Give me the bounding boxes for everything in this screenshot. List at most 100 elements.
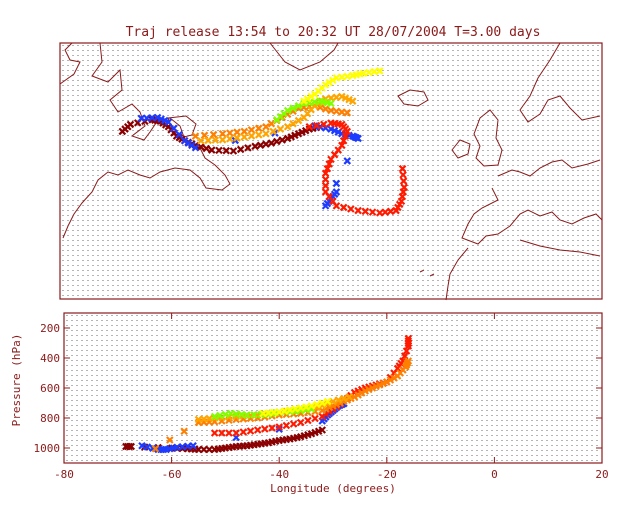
map-point [254, 124, 263, 133]
pressure-point [282, 421, 291, 430]
map-point [310, 98, 319, 106]
pressure-point [239, 428, 248, 436]
pressure-point [268, 424, 276, 432]
map-point [278, 136, 286, 144]
x-tick-label: 0 [491, 468, 498, 481]
map-point [269, 127, 277, 136]
map-point [215, 146, 223, 155]
pressure-point [357, 389, 366, 397]
map-point [262, 123, 270, 131]
map-point [197, 143, 205, 151]
map-point [339, 203, 348, 212]
map-point [354, 206, 362, 215]
map-point [262, 140, 270, 148]
map-point [400, 183, 408, 192]
pressure-point [216, 411, 224, 420]
map-point [305, 123, 314, 131]
map-point [283, 106, 292, 115]
pressure-point [138, 441, 146, 450]
map-point [338, 108, 346, 116]
map-point [294, 102, 303, 110]
pressure-point [313, 400, 321, 409]
map-point [289, 119, 297, 128]
pressure-frame [63, 312, 603, 464]
y-tick-label: 800 [40, 412, 60, 425]
y-tick-label: 1000 [34, 442, 61, 455]
map-point [262, 129, 270, 138]
coastline-north-america [59, 42, 231, 239]
map-point [321, 105, 330, 113]
map-series-2 [305, 119, 408, 217]
map-point [170, 124, 178, 133]
map-point [343, 127, 352, 136]
pressure-point [402, 347, 411, 355]
map-point [343, 157, 352, 165]
map-point [256, 141, 265, 150]
pressure-point [291, 405, 300, 413]
y-tick-label: 600 [40, 382, 60, 395]
map-point [164, 118, 173, 126]
map-point [361, 207, 370, 216]
map-trajectories [118, 67, 408, 217]
map-point [321, 169, 330, 178]
map-point [327, 155, 335, 164]
map-point [209, 130, 218, 139]
map-point [276, 125, 285, 133]
pressure-point [289, 420, 298, 428]
pressure-series [122, 334, 413, 454]
pressure-point [232, 429, 240, 437]
pressure-point [286, 406, 294, 414]
pressure-point [383, 378, 391, 386]
map-series-6 [300, 67, 384, 105]
map-point [283, 123, 292, 131]
map-point [332, 202, 341, 210]
x-axis-ticks: -80 -60 -40 -20 0 20 [54, 313, 609, 481]
map-point [399, 177, 408, 185]
x-axis-label: Longitude (degrees) [270, 482, 396, 495]
map-point [244, 144, 252, 152]
map-point [305, 98, 314, 107]
pressure-point [180, 427, 188, 436]
pressure-point [261, 425, 269, 433]
pressure-point [291, 407, 300, 416]
map-point [332, 188, 341, 196]
pressure-point [143, 443, 152, 451]
pressure-point [166, 436, 174, 444]
map-point [354, 134, 362, 143]
map-point [233, 128, 241, 136]
map-point [240, 127, 249, 136]
map-point [236, 145, 245, 154]
pressure-point [296, 404, 305, 412]
map-point [325, 160, 333, 168]
pressure-point [253, 426, 262, 434]
map-point [332, 107, 341, 116]
map-point [365, 68, 373, 77]
pressure-point [210, 412, 219, 421]
map-point [247, 132, 256, 140]
pressure-point [354, 391, 362, 399]
y-tick-label: 200 [40, 322, 60, 335]
map-point [191, 143, 200, 152]
map-point [381, 208, 389, 216]
map-point [332, 93, 341, 102]
map-point [226, 135, 234, 143]
map-point [376, 67, 384, 75]
pressure-point [323, 397, 332, 406]
map-dot-grid [62, 45, 599, 296]
coastline-iceland [397, 89, 429, 107]
x-tick-label: -80 [54, 468, 74, 481]
pressure-point [311, 414, 319, 423]
map-point [399, 171, 407, 179]
pressure-point [296, 418, 305, 427]
map-point [343, 72, 352, 81]
map-point [398, 164, 407, 173]
pressure-point [275, 423, 283, 431]
map-point [321, 181, 330, 190]
coastline-europe [461, 159, 603, 245]
map-grid-dots [62, 45, 599, 296]
map-series-4 [197, 92, 357, 145]
map-point [191, 132, 200, 140]
pressure-point [390, 374, 398, 382]
pressure-point [275, 425, 283, 434]
map-point [229, 147, 238, 155]
